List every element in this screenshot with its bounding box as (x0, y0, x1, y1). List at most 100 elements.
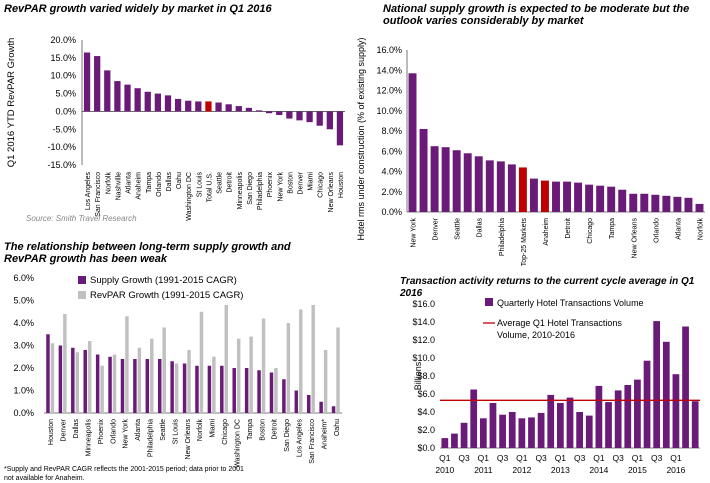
supply-bar (71, 347, 75, 413)
bar (441, 147, 450, 212)
bar (499, 414, 506, 448)
x-tick-label: Anaheim (543, 218, 550, 246)
revpar-bar (174, 363, 179, 413)
x-tick-label: Anaheim* (321, 419, 328, 450)
relationship-title: The relationship between long-term suppl… (4, 241, 291, 265)
bar (576, 412, 583, 448)
x-year-label: 2014 (589, 465, 608, 475)
x-year-label: 2011 (474, 465, 493, 475)
x-tick-label: Orlando (156, 172, 163, 197)
y-axis-title: Q1 2016 YTD RevPAR Growth (6, 38, 17, 168)
y-tick-label: $8.0 (417, 371, 435, 381)
x-quarter-label: Q3 (458, 453, 470, 463)
x-tick-label: Total U.S. (206, 172, 213, 202)
x-tick-label: Philadelphia (499, 218, 506, 256)
bar (336, 111, 344, 146)
revpar-bar (199, 311, 204, 413)
x-quarter-label: Q1 (555, 453, 567, 463)
y-tick-label: $12.0 (412, 335, 435, 345)
y-tick-label: 1.0% (13, 386, 34, 396)
bar (557, 403, 564, 448)
x-year-label: 2015 (628, 465, 647, 475)
supply-bar (306, 395, 311, 413)
y-tick-label: -15.0% (47, 160, 76, 170)
y-tick-label: $4.0 (417, 407, 435, 417)
x-tick-label: Dallas (73, 419, 80, 439)
bar (296, 111, 303, 121)
supply-bar (108, 356, 112, 413)
x-tick-label: Philadelphia (148, 419, 155, 457)
bar (634, 379, 641, 448)
bar (441, 438, 449, 448)
x-tick-label: Chicago (222, 419, 229, 445)
supply-panel: National supply growth is expected to be… (355, 0, 710, 266)
supply-bar (207, 365, 212, 413)
x-tick-label: New Orleans (631, 218, 638, 259)
x-tick-label: Detroit (227, 172, 234, 193)
x-tick-label: San Francisco (309, 419, 316, 464)
bar (195, 101, 202, 112)
bar (518, 418, 526, 448)
x-tick-label: San Francisco (95, 172, 102, 217)
bar (605, 402, 612, 448)
bar (653, 321, 661, 448)
y-axis-title: Hotel rms under construction (% of exist… (356, 37, 366, 240)
revpar-bar (150, 338, 154, 413)
bar (185, 100, 192, 112)
supply-bar (133, 359, 137, 413)
x-tick-label: Washington DC (234, 419, 241, 468)
bar (154, 93, 162, 112)
x-tick-label: Atlanta (675, 218, 682, 240)
x-tick-label: Seattle (217, 172, 224, 194)
y-tick-label: 6.0% (13, 273, 34, 283)
revpar-bar (112, 354, 117, 413)
x-tick-label: Seattle (455, 218, 462, 240)
supply-bar (95, 354, 100, 413)
bar (629, 193, 638, 212)
x-tick-label: Oahu (334, 419, 341, 436)
y-tick-label: 20.0% (50, 35, 76, 45)
transactions-panel: Transaction activity returns to the curr… (355, 255, 710, 483)
y-tick-label: 10.0% (50, 71, 76, 81)
x-tick-label: Dallas (477, 218, 484, 238)
y-axis-title: Billions (413, 361, 423, 390)
x-quarter-label: Q3 (651, 453, 663, 463)
x-tick-label: Houston (338, 172, 345, 198)
bar (496, 161, 505, 212)
x-tick-label: Oahu (176, 172, 183, 189)
y-tick-label: $10.0 (412, 353, 435, 363)
x-tick-label: Denver (61, 418, 68, 441)
x-tick-label: Minneapolis (237, 172, 244, 210)
y-tick-label: 12.0% (376, 86, 402, 96)
x-tick-label: Detroit (565, 218, 572, 239)
revpar-bar (187, 350, 191, 413)
y-tick-label: 2.0% (13, 363, 34, 373)
x-tick-label: Tampa (146, 172, 153, 193)
bar (245, 107, 253, 112)
bar (114, 81, 121, 112)
bar (205, 101, 212, 112)
revpar-bar (125, 316, 129, 413)
x-tick-label: Houston (48, 419, 55, 445)
x-tick-label: Los Angeles (297, 419, 304, 458)
supply-bar (182, 363, 187, 413)
y-tick-label: -5.0% (52, 124, 76, 134)
x-quarter-label: Q3 (497, 453, 509, 463)
bar (479, 418, 487, 448)
bar (451, 433, 458, 448)
supply-bar (120, 359, 125, 413)
revpar-source: Source: Smith Travel Research (26, 214, 137, 223)
y-tick-label: 2.0% (381, 187, 402, 197)
bar (695, 203, 704, 212)
supply-bar (83, 350, 87, 413)
x-tick-label: New Orleans (185, 419, 192, 460)
x-quarter-label: Q1 (439, 453, 451, 463)
x-tick-label: Atlanta (126, 172, 133, 194)
revpar-bar (162, 327, 166, 413)
revpar-bar (336, 327, 340, 413)
bar (235, 106, 242, 112)
supply-bar (282, 379, 286, 413)
bar (673, 196, 682, 212)
x-tick-label: Norfolk (697, 218, 704, 241)
y-tick-label: -10.0% (47, 142, 76, 152)
